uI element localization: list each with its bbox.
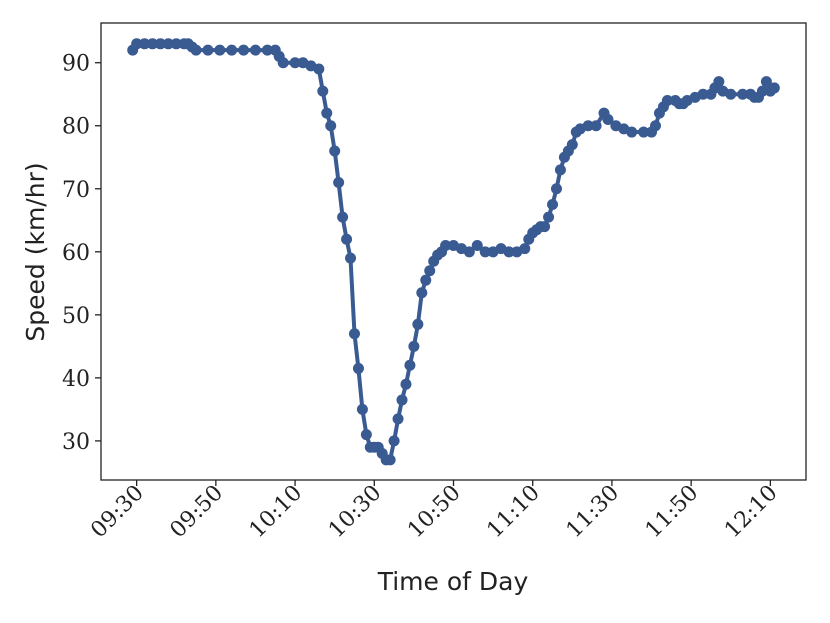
data-point — [226, 44, 238, 56]
data-point — [214, 44, 226, 56]
data-point — [190, 44, 202, 56]
data-point — [345, 252, 357, 264]
data-point — [420, 274, 432, 286]
data-point — [202, 44, 214, 56]
y-tick-label: 40 — [62, 367, 90, 392]
data-point — [424, 265, 436, 277]
data-point — [337, 211, 349, 223]
y-axis-label: Speed (km/hr) — [21, 162, 50, 341]
data-point — [277, 57, 289, 69]
data-point — [388, 435, 400, 447]
data-point — [602, 113, 614, 125]
y-tick-label: 50 — [62, 304, 90, 329]
x-tick-label: 09:50 — [166, 481, 229, 544]
data-point — [661, 95, 673, 107]
x-tick-label: 11:10 — [482, 481, 545, 544]
data-point — [463, 246, 475, 258]
data-point — [384, 454, 396, 466]
data-point — [317, 85, 329, 97]
data-point — [582, 120, 594, 132]
data-point — [348, 328, 360, 340]
data-point — [396, 394, 408, 406]
data-point — [519, 243, 531, 255]
data-point — [554, 164, 566, 176]
data-point — [170, 38, 182, 50]
data-point — [543, 211, 555, 223]
data-point — [154, 38, 166, 50]
data-point — [539, 221, 551, 233]
x-tick-label: 11:50 — [641, 481, 704, 544]
data-point — [352, 362, 364, 374]
data-point — [416, 287, 428, 299]
data-point — [238, 44, 250, 56]
data-point — [760, 76, 772, 88]
data-point — [356, 403, 368, 415]
data-point — [649, 120, 661, 132]
data-point — [590, 120, 602, 132]
x-tick-label: 10:30 — [324, 481, 387, 544]
data-point — [550, 183, 562, 195]
data-point — [404, 359, 416, 371]
x-tick-label: 10:50 — [403, 481, 466, 544]
data-point — [146, 38, 158, 50]
data-point — [713, 76, 725, 88]
data-point — [333, 176, 345, 188]
data-point — [547, 199, 559, 211]
data-point — [289, 57, 301, 69]
x-tick-label: 12:10 — [720, 481, 783, 544]
data-point — [341, 233, 353, 245]
data-point — [360, 429, 372, 441]
data-point — [261, 44, 273, 56]
data-point — [321, 107, 333, 119]
data-point — [313, 63, 325, 75]
data-point — [566, 139, 578, 151]
data-point — [768, 82, 780, 94]
data-point — [626, 126, 638, 138]
data-point — [756, 85, 768, 97]
x-tick-label: 11:30 — [562, 481, 625, 544]
data-point — [737, 88, 749, 100]
data-point — [249, 44, 261, 56]
data-point — [503, 246, 515, 258]
x-tick-label: 09:30 — [86, 481, 149, 544]
data-point — [638, 126, 650, 138]
y-tick-label: 80 — [62, 115, 90, 140]
data-point — [400, 378, 412, 390]
data-point — [162, 38, 174, 50]
data-point — [139, 38, 151, 50]
data-point — [479, 246, 491, 258]
data-point — [131, 38, 143, 50]
data-point — [412, 318, 424, 330]
data-point — [440, 240, 452, 252]
y-tick-label: 90 — [62, 52, 90, 77]
x-axis-label: Time of Day — [377, 567, 529, 596]
data-point — [325, 120, 337, 132]
data-point — [392, 413, 404, 425]
y-tick-label: 70 — [62, 178, 90, 203]
y-tick-label: 60 — [62, 241, 90, 266]
x-tick-label: 10:10 — [245, 481, 308, 544]
data-point — [471, 240, 483, 252]
data-point — [725, 88, 737, 100]
data-point — [408, 340, 420, 352]
data-point — [329, 145, 341, 157]
data-point — [697, 88, 709, 100]
y-tick-label: 30 — [62, 430, 90, 455]
